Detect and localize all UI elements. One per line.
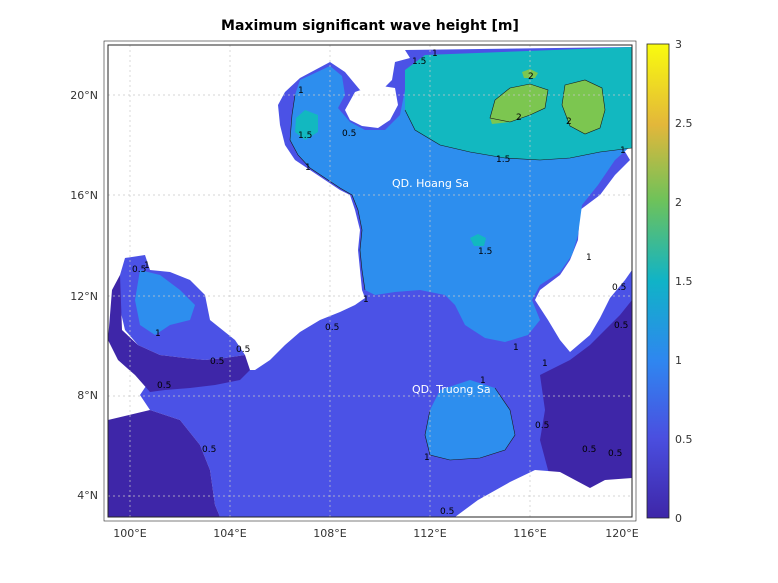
contour-label: 0.5 <box>157 381 171 391</box>
contour-label: 0.5 <box>202 445 216 455</box>
y-tick-label: 20°N <box>70 89 98 102</box>
contour-label: 1 <box>155 329 161 339</box>
contour-label: 1 <box>513 343 519 353</box>
contour-label: 0.5 <box>608 449 622 459</box>
contour-label: 0.5 <box>614 321 628 331</box>
peak-region-west <box>490 84 548 124</box>
y-tick-label: 4°N <box>77 489 98 502</box>
contour-label: 1 <box>298 86 304 96</box>
contour-label: 0.5 <box>325 323 339 333</box>
colorbar-tick-label: 0 <box>675 512 682 525</box>
contour-label: 0.5 <box>582 445 596 455</box>
contour-label: 1 <box>144 261 150 271</box>
borneo-land <box>455 470 632 517</box>
contour-label: 0.5 <box>535 421 549 431</box>
contour-label: 1 <box>305 163 311 173</box>
y-tick-label: 16°N <box>70 189 98 202</box>
contour-label: 0.5 <box>210 357 224 367</box>
sea-region-very-low-south <box>108 410 220 517</box>
contour-label: 1 <box>432 49 438 59</box>
x-axis: 100°E 104°E 108°E 112°E 116°E 120°E <box>113 527 638 540</box>
contour-label: 0.5 <box>342 129 356 139</box>
colorbar-tick-label: 1 <box>675 354 682 367</box>
island-wave-spot <box>295 110 318 140</box>
contour-label: 1.5 <box>412 57 426 67</box>
colorbar-tick-label: 2 <box>675 196 682 209</box>
sea-region-very-low-east <box>540 300 632 517</box>
contour-label: 1 <box>363 295 369 305</box>
peak-region-east <box>562 80 605 134</box>
contour-label: 0.5 <box>612 283 626 293</box>
contour-label: 1.5 <box>478 247 492 257</box>
contour-label: 1 <box>424 453 430 463</box>
colorbar <box>646 43 670 519</box>
contour-label: 1 <box>542 359 548 369</box>
colorbar-ticks: 0 0.5 1 1.5 2 2.5 3 <box>675 38 693 525</box>
contour-label: 0.5 <box>236 345 250 355</box>
contour-label: 2 <box>516 113 522 123</box>
contour-label: 2 <box>566 117 572 127</box>
x-tick-label: 104°E <box>213 527 246 540</box>
sea-region-very-low <box>108 275 250 392</box>
island-wave-spot-2 <box>470 234 486 246</box>
colorbar-tick-label: 3 <box>675 38 682 51</box>
contour-label: 1.5 <box>298 131 312 141</box>
hainan-island <box>345 85 398 128</box>
contour-label: 2 <box>528 72 534 82</box>
x-tick-label: 108°E <box>313 527 346 540</box>
x-tick-label: 112°E <box>413 527 446 540</box>
contour-label: 0.5 <box>440 507 454 517</box>
contour-label: 1.5 <box>496 155 510 165</box>
philippines-land <box>618 160 632 262</box>
x-tick-label: 120°E <box>605 527 638 540</box>
map-border <box>103 40 637 522</box>
sea-region-mid-south <box>425 380 515 460</box>
contour-label: 1 <box>620 146 626 156</box>
gridlines <box>108 45 632 517</box>
colorbar-tick-label: 2.5 <box>675 117 693 130</box>
colorbar-tick-label: 0.5 <box>675 433 693 446</box>
plot-frame <box>107 44 633 518</box>
map-title: Maximum significant wave height [m] <box>221 18 519 34</box>
gulf-region-mid <box>135 270 195 335</box>
y-tick-label: 12°N <box>70 290 98 303</box>
contour-label: 1 <box>480 376 486 386</box>
x-tick-label: 100°E <box>113 527 146 540</box>
y-axis: 4°N 8°N 12°N 16°N 20°N <box>70 89 98 502</box>
peak-region-north <box>522 69 538 78</box>
y-tick-label: 8°N <box>77 389 98 402</box>
contour-label: 1 <box>586 253 592 263</box>
place-label-hoang-sa: QD. Hoang Sa <box>392 177 469 190</box>
contour-label-group: 1.5 1 1 1.5 0.5 1 2 2 2 1.5 1 1.5 1 0.5 … <box>132 49 628 517</box>
contour-label: 0.5 <box>132 265 146 275</box>
x-tick-label: 116°E <box>513 527 546 540</box>
contour-lines <box>289 79 632 461</box>
colorbar-tick-label: 1.5 <box>675 275 693 288</box>
place-label-truong-sa: QD. Truong Sa <box>412 383 491 396</box>
